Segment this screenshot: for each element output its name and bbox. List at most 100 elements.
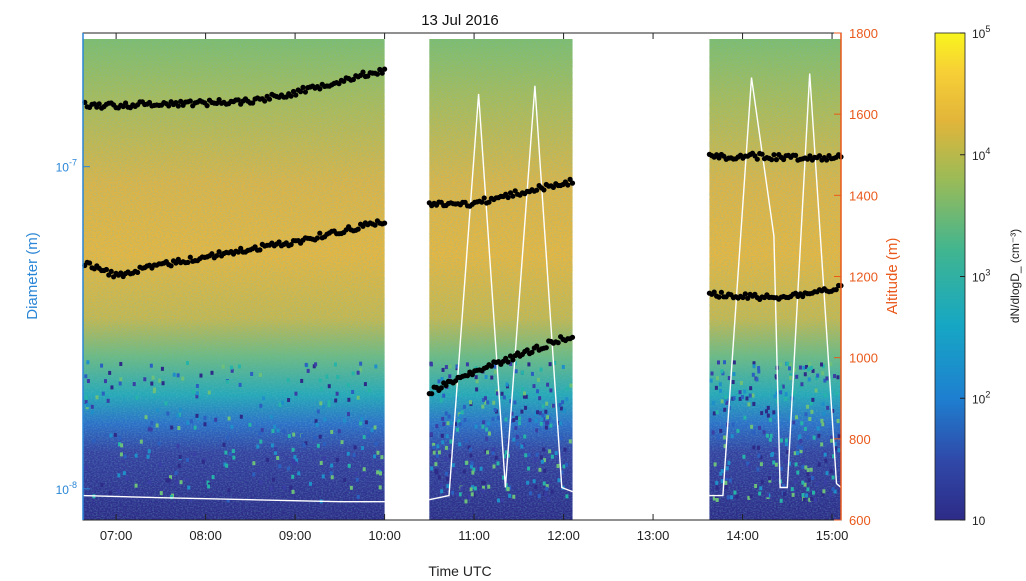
heatmap-cell [767, 433, 771, 438]
heatmap-cell [512, 437, 516, 442]
heatmap-cell [367, 388, 371, 393]
mode-diameter-point [481, 195, 487, 201]
mode-diameter-point [103, 266, 109, 273]
heatmap-cell [719, 388, 723, 393]
heatmap-cell [557, 478, 561, 483]
heatmap-cell [550, 454, 554, 459]
heatmap-cell [560, 470, 564, 475]
heatmap-cell [197, 416, 201, 421]
x-tick-label: 11:00 [458, 528, 490, 543]
heatmap-cell [800, 445, 804, 450]
heatmap-cell [521, 387, 525, 392]
heatmap-cell [725, 466, 729, 471]
heatmap-cell [446, 476, 450, 481]
heatmap-cell [728, 478, 732, 483]
heatmap-cell [562, 408, 566, 413]
heatmap-cell [743, 415, 747, 420]
heatmap-cell [282, 429, 286, 434]
y-tick-label: 10-7 [56, 158, 77, 175]
heatmap-cell [519, 392, 523, 397]
heatmap-cell [192, 452, 196, 457]
heatmap-cell [185, 361, 189, 366]
heatmap-cell [789, 373, 793, 378]
heatmap-cell [569, 383, 573, 388]
heatmap-cell [805, 365, 809, 370]
heatmap-cell [539, 421, 543, 426]
heatmap-cell [534, 412, 538, 417]
heatmap-cell [795, 450, 799, 455]
mode-diameter-point [214, 253, 220, 259]
heatmap-cell [278, 402, 282, 407]
heatmap-cell [542, 481, 546, 486]
heatmap-cell [481, 485, 485, 490]
heatmap-cell [440, 433, 444, 438]
heatmap-cell [731, 422, 735, 427]
heatmap-cell [760, 411, 764, 416]
heatmap-cell [322, 442, 326, 447]
heatmap-cell [294, 461, 298, 466]
heatmap-cell [210, 370, 214, 375]
heatmap-cell [806, 468, 810, 473]
heatmap-cell [359, 421, 363, 426]
heatmap-cell [458, 413, 462, 418]
heatmap-cell [551, 403, 555, 408]
heatmap-cell [779, 498, 783, 503]
heatmap-cell [751, 393, 755, 398]
heatmap-cell [297, 471, 301, 476]
heatmap-cell [343, 418, 347, 423]
heatmap-cell [441, 416, 445, 421]
heatmap-cell [374, 441, 378, 446]
heatmap-cell [272, 477, 276, 482]
heatmap-cell [226, 435, 230, 440]
heatmap-cell [715, 480, 719, 485]
heatmap-cell [793, 451, 797, 456]
heatmap-cell [440, 376, 444, 381]
heatmap-cell [558, 403, 562, 408]
heatmap-cell [325, 374, 329, 379]
heatmap-cell [362, 435, 366, 440]
heatmap-segment-texture [83, 39, 385, 520]
heatmap-cell [90, 410, 94, 415]
mode-diameter-point [238, 245, 244, 251]
heatmap-cell [523, 391, 527, 396]
heatmap-cell [775, 375, 779, 380]
heatmap-cell [269, 486, 273, 491]
heatmap-cell [524, 453, 528, 458]
heatmap-cell [165, 478, 169, 483]
heatmap-cell [156, 408, 160, 413]
heatmap-cell [788, 366, 792, 371]
heatmap-cell [177, 425, 181, 430]
heatmap-cell [356, 494, 360, 499]
heatmap-cell [801, 464, 805, 469]
heatmap-cell [738, 396, 742, 401]
heatmap-cell [462, 469, 466, 474]
heatmap-cell [553, 361, 557, 366]
mode-diameter-point [541, 187, 547, 193]
mode-diameter-point [262, 98, 268, 104]
heatmap-cell [147, 427, 151, 432]
heatmap-cell [479, 466, 483, 471]
heatmap-cell [380, 466, 384, 471]
mode-diameter-point [771, 152, 777, 158]
heatmap-cell [492, 400, 496, 405]
heatmap-cell [104, 379, 108, 384]
heatmap-cell [756, 445, 760, 450]
heatmap-cell [823, 452, 827, 457]
heatmap-cell [201, 459, 205, 464]
heatmap-cell [367, 433, 371, 438]
heatmap-cell [504, 417, 508, 422]
heatmap-cell [273, 424, 277, 429]
heatmap-cell [161, 381, 165, 386]
heatmap-cell [811, 368, 815, 373]
heatmap-cell [821, 422, 825, 427]
heatmap-cell [568, 439, 572, 444]
heatmap-cell [774, 458, 778, 463]
heatmap-cell [336, 375, 340, 380]
heatmap-cell [258, 372, 262, 377]
heatmap-cell [814, 388, 818, 393]
heatmap-cell [270, 415, 274, 420]
heatmap-cell [535, 428, 539, 433]
mode-diameter-point [209, 251, 215, 257]
heatmap-cell [778, 431, 782, 436]
heatmap-cell [473, 486, 477, 491]
